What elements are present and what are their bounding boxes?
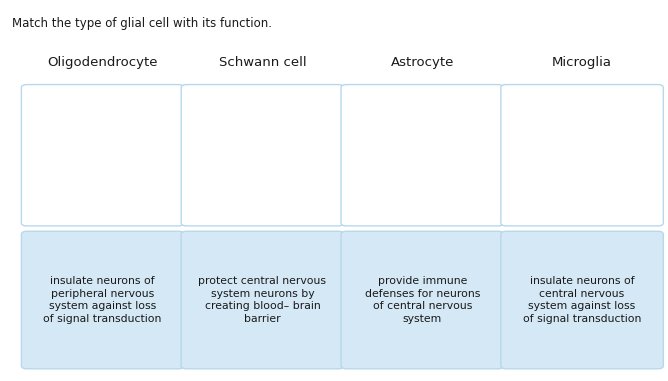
FancyBboxPatch shape: [501, 85, 663, 226]
Text: Astrocyte: Astrocyte: [391, 56, 454, 69]
Text: insulate neurons of
peripheral nervous
system against loss
of signal transductio: insulate neurons of peripheral nervous s…: [43, 276, 162, 324]
Text: Schwann cell: Schwann cell: [218, 56, 306, 69]
Text: provide immune
defenses for neurons
of central nervous
system: provide immune defenses for neurons of c…: [365, 276, 480, 324]
Text: protect central nervous
system neurons by
creating blood– brain
barrier: protect central nervous system neurons b…: [198, 276, 327, 324]
Text: Match the type of glial cell with its function.: Match the type of glial cell with its fu…: [12, 17, 272, 30]
FancyBboxPatch shape: [181, 231, 343, 369]
FancyBboxPatch shape: [501, 231, 663, 369]
FancyBboxPatch shape: [21, 231, 184, 369]
FancyBboxPatch shape: [341, 85, 504, 226]
FancyBboxPatch shape: [341, 231, 504, 369]
FancyBboxPatch shape: [21, 85, 184, 226]
Text: Oligodendrocyte: Oligodendrocyte: [47, 56, 158, 69]
Text: Microglia: Microglia: [552, 56, 612, 69]
Text: insulate neurons of
central nervous
system against loss
of signal transduction: insulate neurons of central nervous syst…: [523, 276, 641, 324]
FancyBboxPatch shape: [181, 85, 343, 226]
